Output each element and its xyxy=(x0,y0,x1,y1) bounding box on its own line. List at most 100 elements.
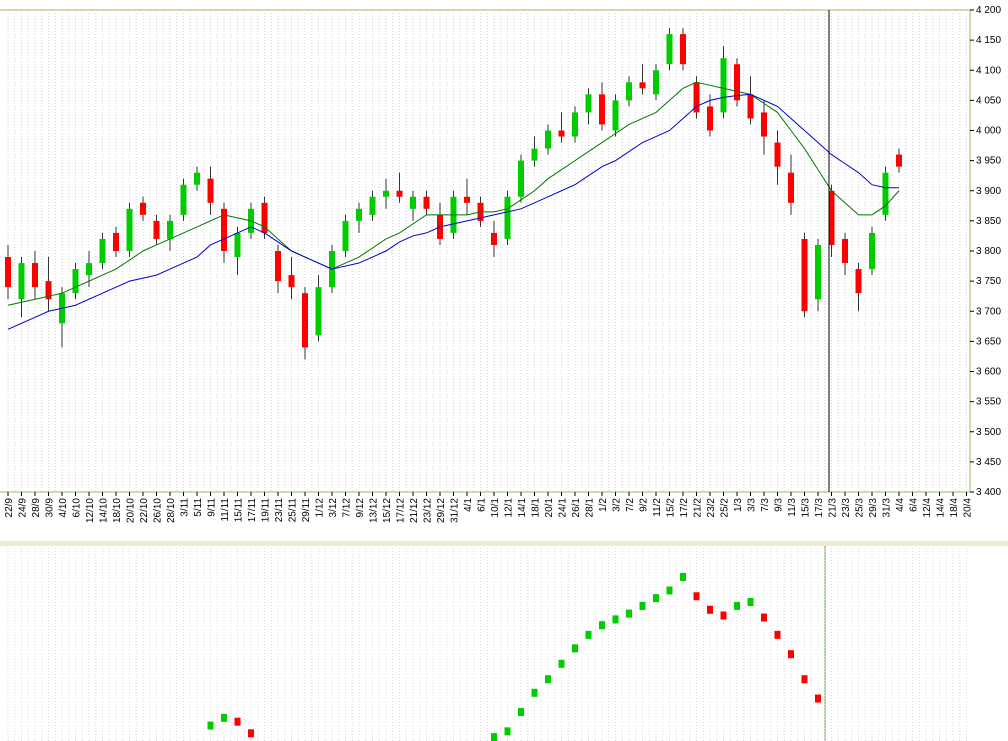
x-tick-label: 17/3 xyxy=(814,498,825,518)
x-tick-label: 24/1 xyxy=(558,498,569,518)
y-tick-label: 3 650 xyxy=(976,336,1001,347)
x-tick-label: 3/2 xyxy=(612,498,623,512)
x-tick-label: 15/11 xyxy=(234,498,245,523)
x-tick-label: 28/9 xyxy=(31,498,42,518)
x-tick-label: 17/2 xyxy=(679,498,690,518)
indicator-box xyxy=(815,694,821,703)
indicator-box xyxy=(531,688,538,697)
x-tick-label: 30/9 xyxy=(45,498,56,518)
indicator-box xyxy=(720,611,727,620)
candle-body xyxy=(18,263,25,300)
x-tick-label: 28/10 xyxy=(166,498,177,523)
x-tick-label: 12/4 xyxy=(922,498,933,518)
candle-body xyxy=(747,94,754,119)
candle-body xyxy=(275,251,281,282)
candle-body xyxy=(653,70,659,95)
x-tick-label: 25/3 xyxy=(855,498,866,518)
x-tick-label: 1/2 xyxy=(598,498,609,512)
x-tick-label: 26/1 xyxy=(571,498,582,518)
x-tick-label: 1/3 xyxy=(733,498,744,512)
x-tick-label: 18/1 xyxy=(531,498,542,518)
x-tick-label: 15/3 xyxy=(801,498,812,518)
candle-body xyxy=(369,196,376,215)
candle-body xyxy=(234,232,241,258)
candle-body xyxy=(126,208,133,251)
x-tick-label: 9/11 xyxy=(207,498,218,517)
x-tick-label: 18/10 xyxy=(112,498,123,523)
y-tick-label: 4 050 xyxy=(976,95,1001,106)
candle-body xyxy=(5,257,11,288)
x-tick-label: 19/11 xyxy=(261,498,272,523)
candle-body xyxy=(99,238,106,264)
x-tick-label: 3/12 xyxy=(328,498,339,518)
candle-body xyxy=(194,172,200,185)
y-tick-label: 3 450 xyxy=(976,457,1001,468)
candle-body xyxy=(180,184,187,215)
indicator-box xyxy=(639,601,646,610)
x-tick-label: 6/1 xyxy=(477,498,488,512)
candle-body xyxy=(531,148,538,161)
candle-body xyxy=(221,208,227,251)
candle-body xyxy=(315,287,322,336)
candle-body xyxy=(491,232,497,245)
indicator-box xyxy=(788,650,794,659)
x-tick-label: 20/4 xyxy=(963,498,974,518)
x-tick-label: 20/1 xyxy=(544,498,555,518)
x-tick-label: 11/3 xyxy=(787,498,798,517)
candle-body xyxy=(545,130,551,149)
indicator-box xyxy=(774,630,781,639)
x-tick-label: 17/11 xyxy=(247,498,258,523)
candle-body xyxy=(572,112,578,137)
indicator-box xyxy=(653,594,659,603)
x-tick-label: 5/11 xyxy=(193,498,204,517)
indicator-box xyxy=(221,713,227,722)
indicator-box xyxy=(572,644,578,653)
x-tick-label: 26/10 xyxy=(153,498,164,523)
indicator-box xyxy=(504,727,511,736)
indicator-box xyxy=(761,613,767,622)
candle-body xyxy=(842,238,848,264)
indicator-box xyxy=(612,615,619,624)
x-tick-label: 4/4 xyxy=(895,498,906,512)
x-tick-label: 4/10 xyxy=(58,498,69,518)
x-tick-label: 29/11 xyxy=(301,498,312,523)
x-tick-label: 6/4 xyxy=(909,498,920,512)
candle-body xyxy=(396,190,403,197)
x-tick-label: 7/2 xyxy=(625,498,636,512)
candle-body xyxy=(45,281,52,300)
y-tick-label: 3 750 xyxy=(976,276,1001,287)
x-tick-label: 15/2 xyxy=(666,498,677,518)
indicator-box xyxy=(707,605,713,614)
indicator-box xyxy=(747,598,754,607)
indicator-box xyxy=(801,675,808,684)
candle-body xyxy=(410,196,416,209)
candle-body xyxy=(464,196,470,203)
x-tick-label: 10/1 xyxy=(490,498,501,518)
indicator-box xyxy=(518,708,524,717)
candle-body xyxy=(261,202,268,233)
y-tick-label: 3 850 xyxy=(976,216,1001,227)
x-tick-label: 23/12 xyxy=(423,498,434,523)
candle-body xyxy=(518,160,524,197)
y-tick-label: 3 700 xyxy=(976,306,1001,317)
y-tick-label: 3 400 xyxy=(976,487,1001,498)
candle-body xyxy=(423,196,430,209)
candle-body xyxy=(153,220,160,239)
candle-body xyxy=(612,100,619,131)
x-tick-label: 3/3 xyxy=(747,498,758,512)
x-tick-label: 9/3 xyxy=(774,498,785,512)
candle-body xyxy=(639,82,646,89)
x-tick-label: 14/4 xyxy=(936,498,947,518)
indicator-box xyxy=(248,729,254,738)
candle-body xyxy=(585,94,592,113)
y-tick-label: 3 900 xyxy=(976,186,1001,197)
indicator-box xyxy=(666,586,673,595)
x-tick-label: 28/1 xyxy=(585,498,596,518)
y-tick-label: 4 100 xyxy=(976,65,1001,76)
x-tick-label: 29/12 xyxy=(436,498,447,523)
candle-body xyxy=(356,208,362,221)
x-tick-label: 21/3 xyxy=(828,498,839,518)
x-tick-label: 20/10 xyxy=(126,498,137,523)
